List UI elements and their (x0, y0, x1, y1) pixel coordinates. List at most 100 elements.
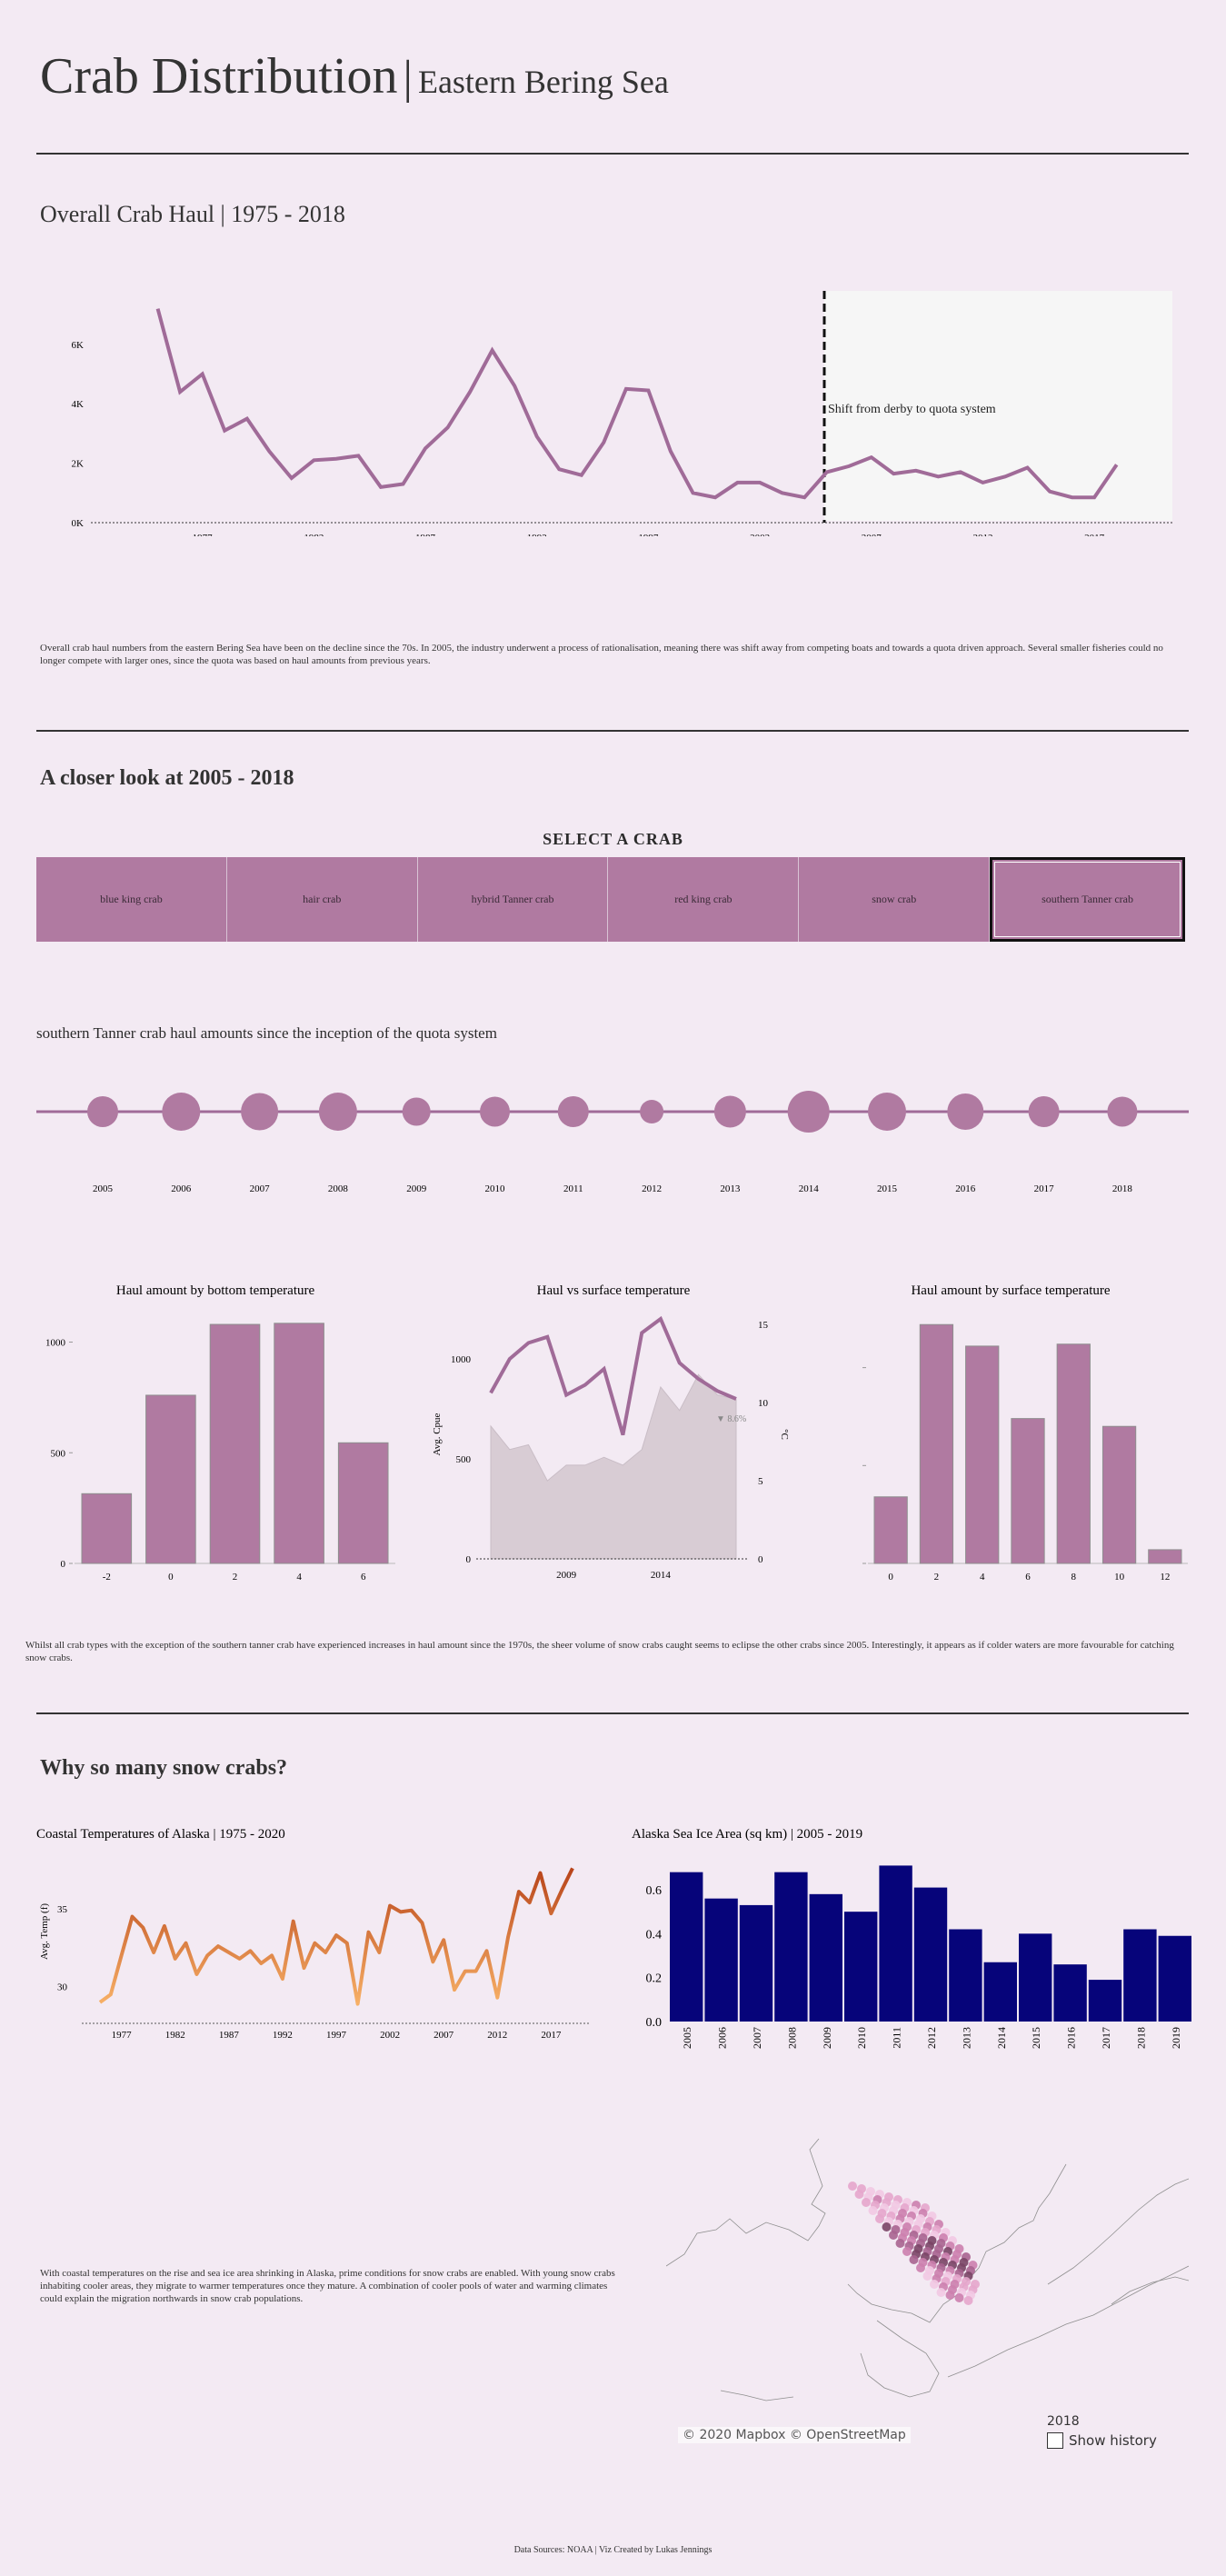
timeline-year-label: 2006 (171, 1183, 192, 1194)
overall-haul-chart[interactable]: 0K 2K 4K 6K 1977 1982 1987 1992 1997 2002 2007 201… (36, 273, 1191, 536)
timeline-dot[interactable] (713, 1095, 746, 1128)
bar[interactable] (949, 1929, 982, 2022)
x-tick-label: 2 (934, 1572, 940, 1583)
map-attribution: © 2020 Mapbox © OpenStreetMap (678, 2427, 911, 2443)
bar[interactable] (1053, 1964, 1087, 2022)
x-tick-label: 2013 (960, 2027, 972, 2049)
select-crab-label: SELECT A CRAB (543, 830, 683, 848)
x-tick-label: 2007 (862, 533, 882, 536)
coastal-temp-chart[interactable]: Coastal Temperatures of Alaska | 1975 - … (27, 1818, 609, 2054)
bar[interactable] (1056, 1343, 1091, 1564)
y-tick-label: 0 (61, 1559, 66, 1570)
bar[interactable] (209, 1323, 261, 1564)
bar[interactable] (81, 1493, 133, 1564)
map-year-label: 2018 (1047, 2414, 1080, 2429)
x-tick-label: 2006 (716, 2027, 729, 2049)
bar[interactable] (145, 1394, 196, 1564)
bar[interactable] (879, 1865, 912, 2022)
bar[interactable] (774, 1872, 808, 2022)
crab-selector: blue king crab hair crab hybrid Tanner c… (36, 857, 1185, 942)
y-tick-label: 4K (72, 399, 85, 410)
timeline-year-label: 2015 (877, 1183, 898, 1194)
timeline-dot[interactable] (947, 1093, 984, 1130)
show-history-checkbox[interactable] (1047, 2432, 1063, 2449)
bar[interactable] (739, 1904, 773, 2022)
x-tick-label: 1992 (527, 533, 547, 536)
bar[interactable] (913, 1887, 948, 2022)
crab-density-dot (854, 2190, 864, 2199)
crab-button-snow[interactable]: snow crab (799, 857, 991, 942)
timeline-year-label: 2011 (563, 1183, 583, 1194)
haul-line (489, 1315, 737, 1436)
x-tick-label: 2012 (487, 2030, 507, 2041)
timeline-dot[interactable] (87, 1096, 118, 1127)
bar[interactable] (274, 1323, 324, 1564)
bar[interactable] (1101, 1425, 1137, 1564)
bar[interactable] (1088, 1980, 1122, 2022)
crab-button-southern-tanner[interactable]: southern Tanner crab (990, 857, 1185, 942)
bottom-temp-title: Haul amount by bottom temperature (116, 1283, 315, 1298)
y-tick-label: 0.0 (646, 2016, 663, 2030)
x-tick-label: 2009 (821, 2027, 833, 2049)
x-tick-label: 0 (888, 1572, 893, 1583)
y-tick-label: 0.4 (646, 1928, 663, 1942)
timeline-dot[interactable] (787, 1091, 830, 1133)
surface-vs-temp-title: Haul vs surface temperature (537, 1283, 691, 1298)
bar[interactable] (809, 1893, 842, 2022)
timeline-dot[interactable] (1028, 1096, 1060, 1127)
x-tick-label: 2015 (1030, 2027, 1042, 2049)
sea-ice-chart[interactable]: Alaska Sea Ice Area (sq km) | 2005 - 201… (627, 1818, 1209, 2063)
bar[interactable] (873, 1496, 908, 1564)
timeline-dot[interactable] (241, 1093, 279, 1131)
timeline-year-label: 2013 (720, 1183, 741, 1194)
bar[interactable] (337, 1442, 389, 1564)
bar[interactable] (1011, 1418, 1045, 1564)
timeline-dot[interactable] (1107, 1096, 1138, 1127)
x-tick-label: 2007 (434, 2030, 454, 2041)
bar[interactable] (965, 1345, 1000, 1564)
tanner-timeline-chart[interactable]: 2005 2006 2007 2008 2009 2010 2011 2012 2013 2014… (36, 1063, 1191, 1200)
timeline-dot[interactable] (162, 1093, 201, 1131)
crab-button-blue-king[interactable]: blue king crab (36, 857, 227, 942)
x-tick-label: 6 (361, 1572, 366, 1583)
crab-density-dot (889, 2231, 898, 2240)
section1-description: Overall crab haul numbers from the easte… (40, 643, 1163, 666)
divider (36, 153, 1189, 155)
show-history-toggle[interactable]: Show history (1047, 2432, 1157, 2449)
y-right-tick-label: 15 (758, 1320, 769, 1331)
surface-temp-bars-chart[interactable]: Haul amount by surface temperature 0 500 1… (859, 1273, 1204, 1591)
x-tick-label: 2016 (1065, 2027, 1078, 2049)
bar[interactable] (844, 1912, 878, 2022)
bar[interactable] (1148, 1549, 1182, 1564)
bar[interactable] (1019, 1933, 1052, 2022)
bar[interactable] (1158, 1935, 1191, 2022)
bar[interactable] (704, 1898, 738, 2022)
crab-button-hybrid-tanner[interactable]: hybrid Tanner crab (417, 857, 609, 942)
bar[interactable] (983, 1962, 1017, 2022)
show-history-label: Show history (1069, 2432, 1157, 2449)
bar[interactable] (1123, 1929, 1157, 2022)
timeline-title: southern Tanner crab haul amounts since … (36, 1024, 497, 1042)
crab-density-dot (930, 2280, 939, 2289)
timeline-dot[interactable] (868, 1093, 906, 1131)
y-tick-label: 2K (72, 459, 85, 470)
timeline-year-label: 2005 (93, 1183, 114, 1194)
timeline-dot[interactable] (557, 1096, 589, 1127)
crab-button-hair[interactable]: hair crab (226, 857, 418, 942)
timeline-year-label: 2017 (1034, 1183, 1055, 1194)
crab-button-red-king[interactable]: red king crab (608, 857, 800, 942)
bar[interactable] (919, 1323, 954, 1564)
x-tick-label: 2018 (1134, 2027, 1147, 2049)
bar[interactable] (670, 1872, 703, 2022)
crab-density-dot (902, 2247, 912, 2256)
x-tick-label: 2017 (1100, 2027, 1112, 2049)
snow-crab-map[interactable] (666, 2132, 1189, 2450)
timeline-dot[interactable] (640, 1100, 664, 1123)
bottom-temp-chart[interactable]: Haul amount by bottom temperature 0 500 10… (36, 1273, 400, 1591)
surface-vs-temp-chart[interactable]: Haul vs surface temperature 0 500 1000 0 5 10… (418, 1273, 809, 1591)
x-tick-label: 1977 (193, 533, 214, 536)
temperature-area (490, 1373, 737, 1560)
timeline-dot[interactable] (318, 1093, 357, 1131)
timeline-dot[interactable] (402, 1097, 431, 1126)
timeline-dot[interactable] (480, 1096, 510, 1127)
